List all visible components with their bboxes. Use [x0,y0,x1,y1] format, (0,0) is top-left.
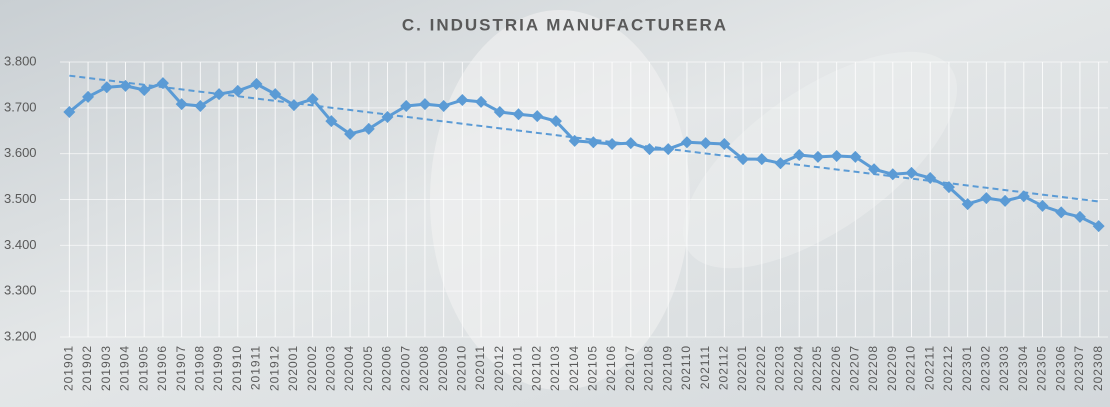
x-tick-label: 202208 [866,345,880,391]
x-tick-label: 202305 [1035,345,1049,391]
chart: C. INDUSTRIA MANUFACTURERA 3.200 3.300 3.4… [0,0,1110,407]
x-tick-label: 202107 [623,345,637,391]
y-tick-label: 3.200 [4,328,37,343]
x-tick-label: 202102 [529,345,543,391]
x-tick-label: 202211 [922,345,936,390]
chart-title: C. INDUSTRIA MANUFACTURERA [402,15,728,34]
y-tick-label: 3.600 [4,145,37,160]
x-tick-label: 202012 [492,345,506,391]
x-tick-label: 202104 [567,345,581,391]
x-tick-label: 201902 [80,345,94,391]
x-tick-label: 201905 [136,345,150,391]
x-tick-label: 201906 [155,345,169,391]
x-tick-label: 202111 [698,345,712,389]
x-tick-label: 202203 [773,345,787,391]
x-tick-label: 202001 [286,345,300,391]
x-tick-label: 201910 [230,345,244,391]
x-tick-label: 201903 [99,345,113,391]
x-tick-label: 201912 [267,345,281,391]
x-tick-label: 202302 [979,345,993,391]
x-tick-label: 202005 [361,345,375,391]
x-tick-label: 202106 [604,345,618,391]
page: {"chart_data": {"type": "line", "title":… [0,0,1110,407]
y-tick-label: 3.500 [4,191,37,206]
y-tick-label: 3.300 [4,283,37,298]
x-tick-label: 202010 [455,345,469,391]
x-tick-label: 202304 [1016,345,1030,391]
x-tick-label: 202205 [810,345,824,391]
x-tick-label: 202006 [380,345,394,391]
x-tick-label: 202204 [791,345,805,391]
x-tick-label: 201909 [211,345,225,391]
x-tick-label: 202306 [1053,345,1067,391]
x-tick-label: 202210 [904,345,918,391]
x-tick-label: 202209 [885,345,899,391]
x-tick-label: 201911 [249,345,263,390]
x-tick-label: 201901 [62,345,76,391]
y-tick-label: 3.700 [4,99,37,114]
y-tick-label: 3.800 [4,53,37,68]
x-tick-label: 202103 [548,345,562,391]
x-tick-label: 202008 [417,345,431,391]
x-tick-label: 202202 [754,345,768,391]
x-tick-label: 202110 [679,345,693,390]
x-tick-label: 202011 [473,345,487,390]
x-tick-label: 202002 [305,345,319,391]
x-tick-label: 202109 [660,345,674,391]
x-tick-label: 201904 [118,345,132,391]
x-tick-label: 201908 [193,345,207,391]
x-tick-label: 202308 [1091,345,1105,391]
x-tick-label: 202206 [829,345,843,391]
y-tick-label: 3.400 [4,237,37,252]
x-tick-label: 202009 [436,345,450,391]
x-tick-label: 202007 [398,345,412,391]
x-tick-label: 202307 [1072,345,1086,391]
x-tick-label: 202101 [511,345,525,391]
x-tick-label: 202108 [642,345,656,391]
x-tick-label: 202112 [717,345,731,390]
x-tick-label: 202303 [997,345,1011,391]
x-tick-label: 202212 [941,345,955,391]
x-tick-label: 201907 [174,345,188,391]
x-tick-label: 202301 [960,345,974,391]
x-tick-label: 202105 [586,345,600,391]
x-tick-label: 202201 [735,345,749,391]
x-tick-label: 202207 [848,345,862,391]
x-tick-label: 202004 [342,345,356,391]
x-tick-label: 202003 [324,345,338,391]
